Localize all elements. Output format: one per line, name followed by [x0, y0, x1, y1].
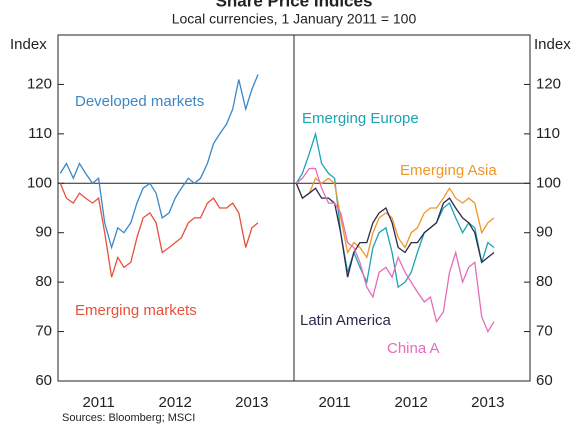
plot-frame	[57, 34, 295, 382]
plot-frame	[293, 34, 531, 382]
series-label: China A	[387, 340, 440, 357]
y-tick-label: 80	[536, 273, 553, 290]
y-tick-label: 120	[536, 75, 561, 92]
y-tick-label: 60	[536, 372, 553, 389]
series-line	[295, 167, 495, 334]
y-tick-label: 80	[35, 273, 52, 290]
x-tick-label: 2011	[318, 394, 350, 411]
series-label: Emerging Europe	[302, 110, 419, 127]
y-tick-label: 100	[536, 174, 561, 191]
x-tick-label: 2012	[159, 394, 192, 411]
y-tick-label: 110	[536, 125, 560, 142]
series-line	[295, 177, 495, 259]
series-line	[59, 74, 259, 250]
series-label: Emerging Asia	[400, 162, 497, 179]
y-axis-label: Index	[534, 36, 571, 53]
y-axis-label: Index	[10, 36, 47, 53]
y-tick-label: 120	[27, 75, 52, 92]
y-tick-label: 60	[35, 372, 52, 389]
y-tick-label: 110	[28, 125, 52, 142]
x-tick-label: 2013	[471, 394, 504, 411]
x-tick-label: 2013	[235, 394, 268, 411]
series-line	[59, 183, 259, 278]
y-tick-label: 70	[35, 323, 52, 340]
series-line	[295, 131, 495, 289]
x-tick-label: 2012	[395, 394, 428, 411]
chart-subtitle: Local currencies, 1 January 2011 = 100	[172, 11, 417, 27]
series-label: Latin America	[300, 312, 392, 329]
x-tick-label: 2011	[82, 394, 114, 411]
y-tick-label: 70	[536, 323, 553, 340]
series-label: Emerging markets	[75, 302, 197, 319]
series-label: Developed markets	[75, 93, 204, 110]
series-line	[295, 183, 495, 278]
y-tick-label: 100	[27, 174, 52, 191]
y-tick-label: 90	[35, 224, 52, 241]
chart-title: Share Price Indices	[216, 0, 373, 10]
source-note: Sources: Bloomberg; MSCI	[62, 412, 195, 424]
y-tick-label: 90	[536, 224, 553, 241]
